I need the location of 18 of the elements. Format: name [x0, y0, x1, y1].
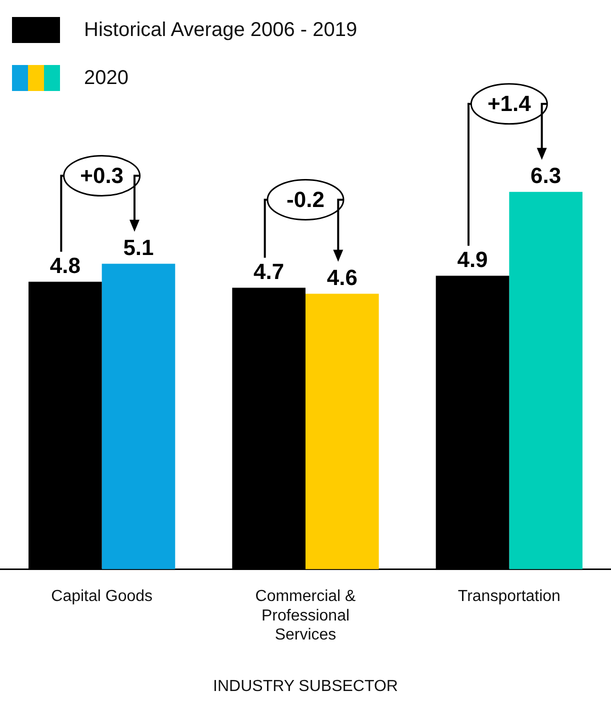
- bar: [306, 294, 379, 570]
- data-label: 6.3: [530, 162, 562, 188]
- x-axis-title: INDUSTRY SUBSECTOR: [213, 678, 398, 695]
- data-label: 4.6: [326, 264, 358, 290]
- bar: [102, 264, 176, 570]
- x-tick-label: Transportation: [458, 588, 560, 606]
- text: +0.3: [80, 162, 124, 188]
- bar: [509, 192, 582, 570]
- legend-label: Historical Average 2006 - 2019: [84, 18, 358, 42]
- x-tick-label: Capital Goods: [51, 588, 153, 606]
- x-tick-label: Commercial & Professional Services: [255, 588, 356, 644]
- data-label: 4.7: [254, 258, 284, 284]
- data-label: 4.9: [457, 246, 488, 272]
- annotation: -0.2: [286, 186, 324, 212]
- data-label: 4.8: [50, 252, 80, 278]
- data-label: 5.1: [123, 234, 154, 260]
- text: +1.4: [487, 90, 532, 116]
- legend-label: 2020: [84, 66, 128, 90]
